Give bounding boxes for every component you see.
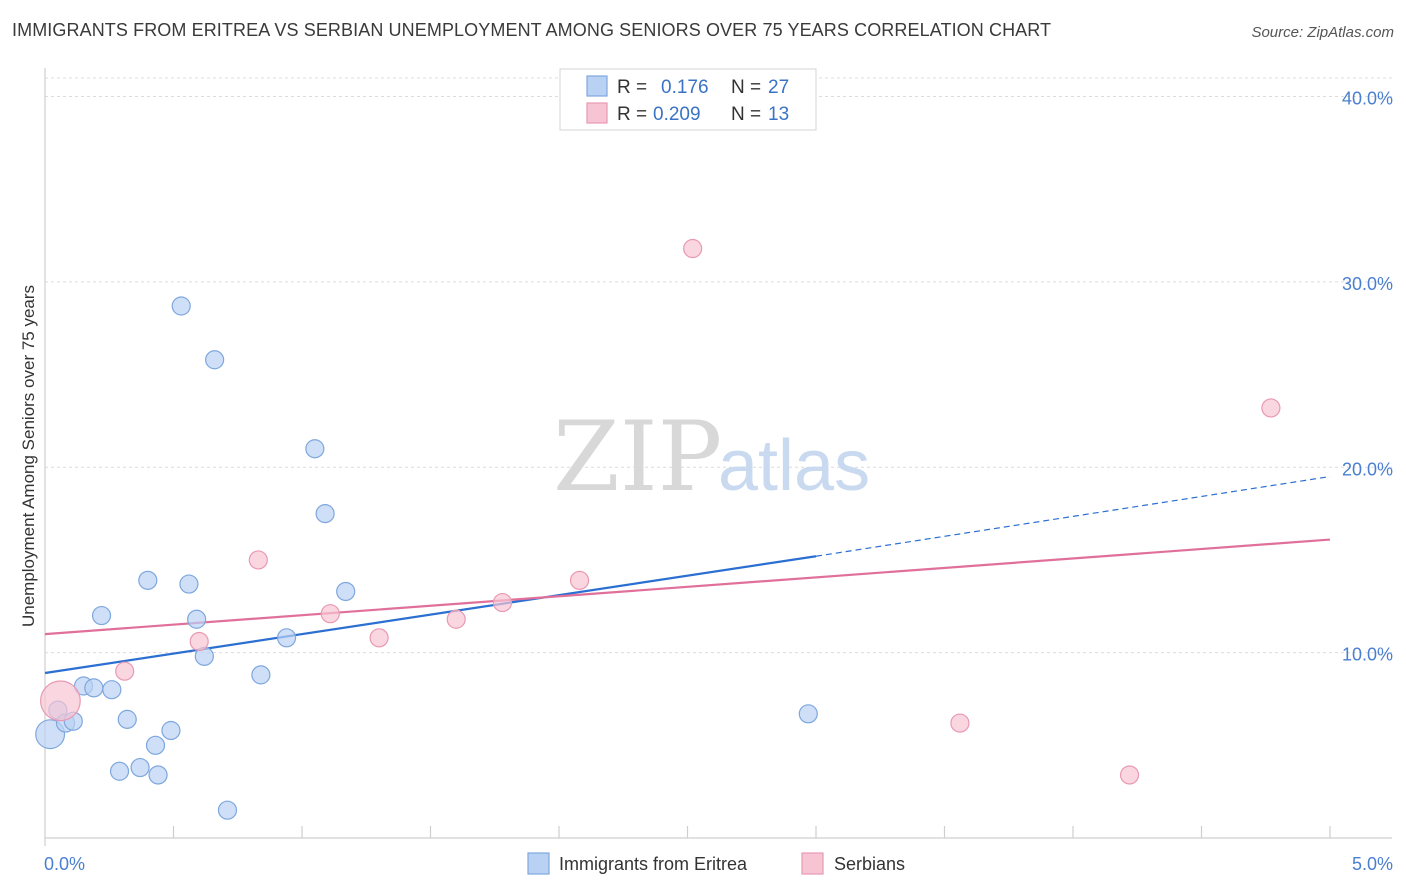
correlation-legend: R = 0.176 N = 27 R = 0.209 N = 13 bbox=[559, 68, 817, 131]
data-point-serbian bbox=[492, 592, 513, 613]
series-legend-label-eritrea: Immigrants from Eritrea bbox=[559, 854, 748, 874]
series-legend-swatch-eritrea bbox=[527, 852, 550, 875]
legend-r-value-eritrea: 0.176 bbox=[661, 77, 709, 98]
chart-title: IMMIGRANTS FROM ERITREA VS SERBIAN UNEMP… bbox=[12, 20, 1052, 40]
data-point-serbian bbox=[1261, 398, 1281, 418]
data-point-serbian bbox=[683, 238, 703, 259]
x-tick-label-min: 0.0% bbox=[44, 854, 85, 874]
data-point-serbian bbox=[569, 570, 590, 590]
data-point-eritrea bbox=[130, 757, 150, 778]
data-point-serbian bbox=[189, 631, 209, 652]
data-point-eritrea bbox=[145, 735, 166, 755]
data-points bbox=[35, 238, 1281, 820]
data-point-eritrea bbox=[251, 665, 271, 685]
x-tick-label-max: 5.0% bbox=[1352, 854, 1393, 874]
data-point-eritrea bbox=[84, 678, 104, 698]
legend-n-label-eritrea: N = bbox=[731, 77, 761, 98]
data-point-eritrea bbox=[276, 628, 297, 648]
data-point-serbian bbox=[248, 550, 268, 570]
trend-line-serbian bbox=[44, 538, 1331, 636]
y-tick-label: 10.0% bbox=[1342, 645, 1393, 665]
legend-n-value-eritrea: 27 bbox=[768, 77, 789, 98]
watermark: ZIP atlas bbox=[553, 401, 870, 513]
tick-labels: 10.0% 20.0% 30.0% 40.0% 0.0% 5.0% bbox=[44, 89, 1393, 874]
legend-swatch-eritrea bbox=[586, 75, 608, 97]
data-point-eritrea bbox=[117, 709, 137, 729]
legend-swatch-serbian bbox=[586, 102, 608, 124]
data-point-eritrea bbox=[109, 761, 130, 781]
data-point-eritrea bbox=[187, 609, 207, 629]
axes bbox=[44, 68, 1392, 846]
data-point-serbian bbox=[446, 609, 466, 629]
data-point-serbian bbox=[115, 661, 135, 681]
source-label: Source: ZipAtlas.com bbox=[1251, 24, 1394, 41]
legend-r-label-eritrea: R = bbox=[617, 77, 647, 98]
data-point-serbian bbox=[1119, 765, 1140, 785]
data-point-eritrea bbox=[179, 574, 199, 594]
trend-line-eritrea-extension bbox=[815, 475, 1331, 557]
y-tick-label: 30.0% bbox=[1342, 274, 1393, 294]
data-point-eritrea bbox=[102, 680, 122, 700]
series-legend: Immigrants from Eritrea Serbians bbox=[527, 852, 905, 875]
legend-r-label-serbian: R = bbox=[617, 104, 647, 125]
trend-lines bbox=[44, 475, 1331, 675]
legend-n-value-serbian: 13 bbox=[768, 104, 789, 125]
data-point-eritrea bbox=[217, 800, 238, 820]
watermark-zip: ZIP bbox=[553, 401, 722, 513]
legend-n-label-serbian: N = bbox=[731, 104, 761, 125]
y-tick-label: 20.0% bbox=[1342, 459, 1393, 479]
data-point-serbian bbox=[320, 604, 340, 624]
data-point-serbian bbox=[40, 680, 81, 722]
gridlines bbox=[45, 77, 1392, 654]
data-point-eritrea bbox=[798, 704, 818, 724]
data-point-serbian bbox=[950, 713, 970, 733]
y-tick-label: 40.0% bbox=[1342, 89, 1393, 109]
y-axis-label: Unemployment Among Seniors over 75 years bbox=[19, 285, 38, 627]
data-point-serbian bbox=[369, 628, 389, 648]
data-point-eritrea bbox=[336, 581, 356, 602]
series-legend-label-serbian: Serbians bbox=[834, 854, 905, 874]
data-point-eritrea bbox=[148, 765, 168, 785]
series-legend-swatch-serbian bbox=[801, 852, 824, 875]
data-point-eritrea bbox=[305, 439, 325, 459]
legend-r-value-serbian: 0.209 bbox=[653, 104, 701, 125]
watermark-atlas: atlas bbox=[718, 426, 870, 506]
data-point-eritrea bbox=[161, 720, 181, 741]
data-point-eritrea bbox=[138, 570, 158, 590]
data-point-eritrea bbox=[205, 350, 225, 370]
data-point-eritrea bbox=[171, 296, 191, 316]
data-point-eritrea bbox=[91, 605, 112, 626]
data-point-eritrea bbox=[315, 504, 335, 524]
trend-line-eritrea bbox=[44, 555, 817, 675]
